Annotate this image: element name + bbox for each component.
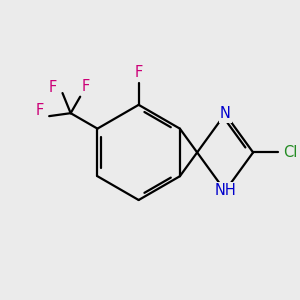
Text: F: F	[49, 80, 57, 95]
Text: F: F	[82, 79, 90, 94]
Text: F: F	[35, 103, 44, 118]
Text: Cl: Cl	[283, 145, 297, 160]
Text: F: F	[134, 65, 143, 80]
Text: N: N	[220, 106, 231, 122]
Text: NH: NH	[214, 183, 236, 198]
